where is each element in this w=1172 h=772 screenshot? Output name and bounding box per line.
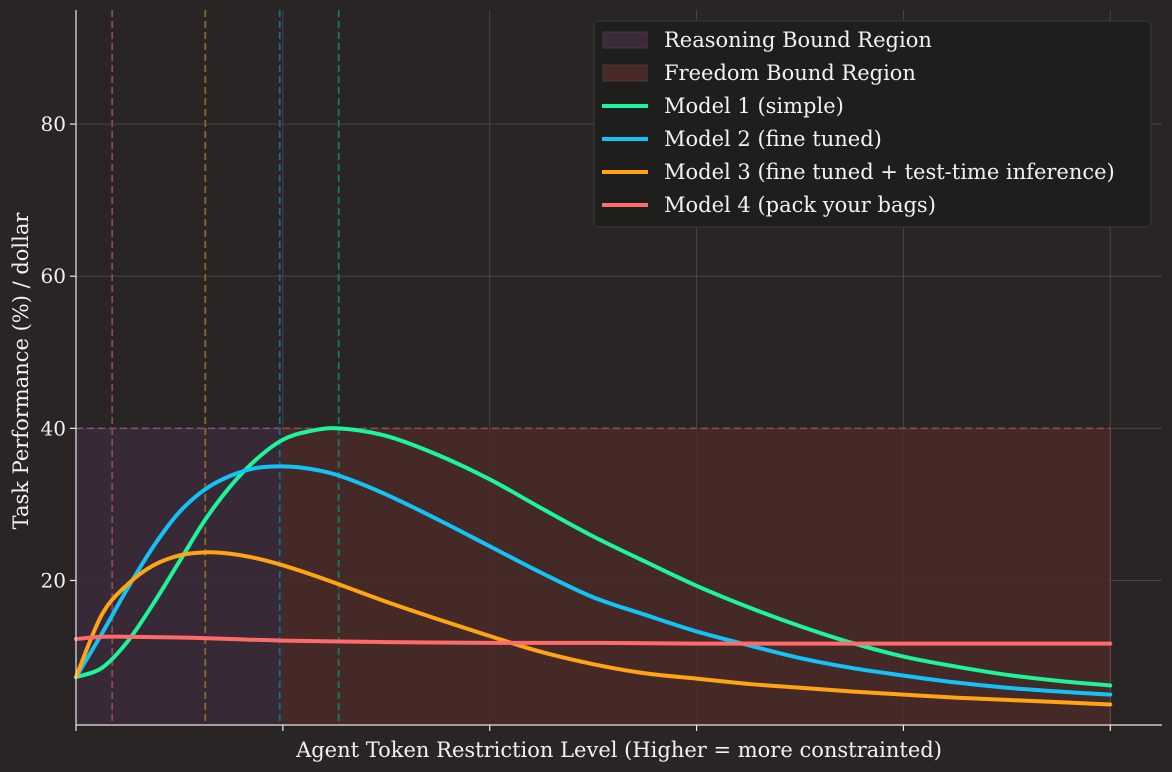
y-axis-label: Task Performance (%) / dollar (9, 212, 33, 530)
legend-label: Model 2 (fine tuned) (664, 127, 882, 151)
region-reasoning-bound-region (76, 428, 283, 725)
series-line-model-4 (74, 634, 1113, 646)
y-tick-label: 40 (41, 416, 66, 440)
legend-label: Freedom Bound Region (664, 61, 916, 85)
legend: Reasoning Bound Region Freedom Bound Regi… (593, 20, 1152, 228)
legend-label: Reasoning Bound Region (664, 28, 932, 52)
region-freedom-bound-region (282, 428, 1111, 725)
legend-swatch-region (602, 31, 648, 49)
series-line-model-1 (74, 426, 1113, 688)
vertical-markers (111, 10, 340, 725)
legend-label: Model 1 (simple) (664, 94, 844, 118)
y-tick-label: 20 (41, 568, 66, 592)
axes (70, 10, 1162, 731)
y-tick-label: 60 (41, 264, 66, 288)
legend-swatch-region (602, 64, 648, 82)
x-axis-label: Agent Token Restriction Level (Higher = … (295, 738, 942, 762)
series-line-model-3 (74, 550, 1113, 707)
series-lines (74, 426, 1113, 707)
y-tick-label: 80 (41, 112, 66, 136)
regions (76, 427, 1111, 725)
legend-label: Model 3 (fine tuned + test-time inferenc… (664, 160, 1115, 184)
legend-label: Model 4 (pack your bags) (664, 193, 936, 217)
legend-box (593, 20, 1152, 228)
series-line-model-2 (74, 464, 1113, 697)
tick-labels: 20 40 60 80 (41, 112, 66, 592)
